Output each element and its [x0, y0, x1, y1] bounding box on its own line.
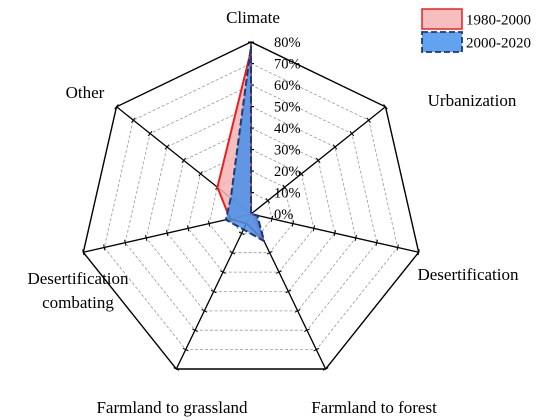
tick-label: 70%	[274, 57, 301, 73]
axis-tick	[349, 130, 355, 137]
axis-tick	[332, 144, 338, 150]
grid-ring	[187, 149, 315, 273]
axis-tick	[207, 220, 211, 227]
axis-tick	[375, 239, 378, 246]
axis-tick	[103, 244, 106, 251]
axis-tick	[181, 157, 187, 164]
legend-label-series-1: 1980-2000	[466, 13, 531, 29]
axis-tick	[238, 231, 245, 236]
grid-ring	[145, 106, 357, 312]
grid-ring	[82, 41, 420, 370]
legend-swatch-series-1	[421, 8, 463, 30]
axis-tick	[229, 250, 236, 255]
axis-tick	[270, 215, 274, 222]
axis-tick	[354, 234, 357, 241]
tick-label: 60%	[274, 78, 301, 94]
tick-label: 80%	[274, 35, 301, 51]
axis-tick	[220, 270, 226, 274]
axis-tick	[313, 347, 320, 352]
tick-label: 40%	[274, 121, 301, 137]
axis-tick	[366, 117, 371, 123]
series-areas	[216, 45, 266, 243]
grid-ring	[103, 63, 399, 351]
axis-tick	[299, 171, 304, 177]
axis-tick	[210, 289, 217, 294]
axis-label: Desertification	[27, 269, 129, 288]
axis-tick	[276, 270, 282, 274]
tick-label: 20%	[274, 164, 301, 180]
axis-tick	[164, 144, 170, 150]
axis-tick	[182, 347, 189, 352]
axis-tick	[294, 309, 301, 313]
axis-label: Desertification	[417, 265, 519, 284]
axis-label: Farmland to forest	[311, 398, 437, 417]
axis-tick	[291, 220, 295, 227]
axis-labels: Climate Urbanization Desertification Farmla…	[27, 8, 519, 417]
axis-tick	[201, 309, 208, 313]
grid-ring	[208, 170, 294, 254]
axis-tick	[147, 130, 153, 137]
axis-label: combating	[42, 293, 114, 312]
grid-ring	[166, 127, 336, 292]
axis-tick	[186, 225, 190, 232]
axis-tick	[315, 157, 321, 164]
axis-label: Climate	[226, 8, 280, 27]
axis-tick	[265, 197, 271, 204]
axis-tick	[282, 184, 287, 190]
axis-tick	[131, 117, 136, 123]
axis-tick	[198, 171, 203, 177]
axis-tick	[417, 249, 420, 256]
series-area-2	[224, 45, 266, 243]
tick-label: 30%	[274, 143, 301, 159]
axis-tick	[383, 104, 388, 110]
axis-tick	[192, 328, 198, 332]
axis-tick	[124, 239, 127, 246]
axis-tick	[322, 367, 329, 371]
axis-label: Farmland to grassland	[96, 398, 248, 417]
grid-ring	[124, 84, 378, 331]
legend-label-series-2: 2000-2020	[466, 36, 531, 52]
axis-tick	[285, 289, 292, 294]
legend: 1980-2000 2000-2020	[421, 8, 531, 53]
axis-label: Other	[66, 83, 105, 102]
axis-tick	[114, 104, 119, 110]
tick-labels: 0% 10% 20% 30% 40% 50% 60% 70% 80%	[274, 35, 301, 223]
axis-tick	[173, 367, 180, 371]
tick-label: 0%	[274, 207, 293, 223]
tick-label: 50%	[274, 100, 301, 116]
axis-tick	[145, 234, 148, 241]
axis-tick	[266, 250, 273, 255]
axis-label: Urbanization	[428, 91, 517, 110]
axis-tick	[312, 225, 316, 232]
axis-tick	[396, 244, 399, 251]
axis-tick	[304, 328, 310, 332]
axis-tick	[82, 249, 85, 256]
tick-label: 10%	[274, 186, 301, 202]
axis-tick	[166, 230, 169, 237]
axis-tick	[333, 230, 336, 237]
legend-swatch-series-2	[421, 31, 463, 53]
